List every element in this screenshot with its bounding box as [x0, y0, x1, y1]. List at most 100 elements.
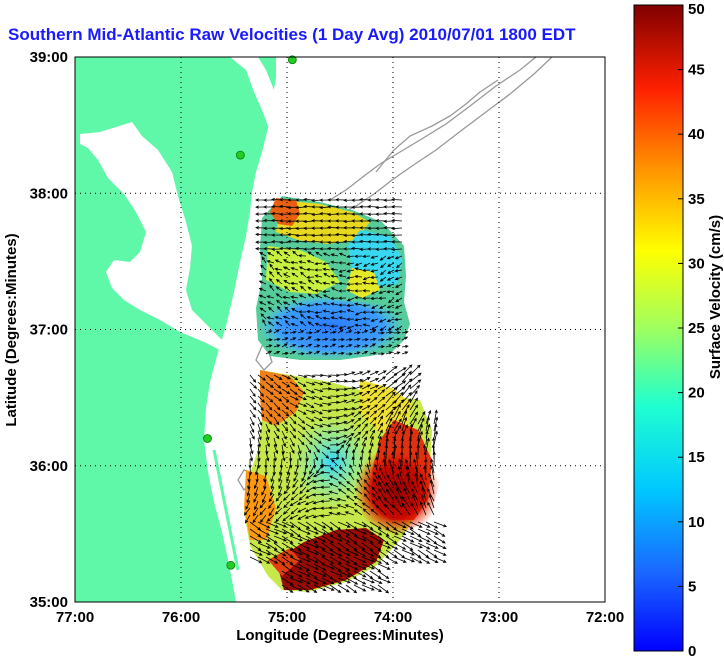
velocity-arrow — [249, 395, 257, 404]
velocity-arrow — [275, 293, 283, 299]
velocity-arrow — [273, 451, 277, 462]
velocity-arrow — [303, 211, 315, 216]
velocity-arrow — [321, 451, 330, 459]
velocity-arrow — [281, 337, 289, 341]
velocity-arrow — [393, 542, 407, 550]
velocity-arrow — [329, 379, 340, 383]
velocity-arrow — [369, 423, 376, 432]
velocity-arrow — [367, 204, 379, 209]
velocity-arrow — [377, 338, 385, 342]
velocity-arrow — [292, 299, 299, 306]
velocity-arrow — [257, 542, 271, 549]
velocity-arrow — [433, 423, 438, 439]
velocity-arrow — [291, 486, 299, 495]
velocity-arrow — [305, 381, 316, 386]
velocity-arrow — [345, 419, 355, 425]
plot-frame — [74, 56, 606, 603]
velocity-arrow — [417, 556, 431, 564]
velocity-arrow — [409, 372, 422, 383]
velocity-arrow — [297, 542, 311, 550]
velocity-arrow — [361, 330, 369, 334]
velocity-arrow — [433, 549, 447, 556]
velocity-arrow — [297, 409, 307, 415]
velocity-arrow — [312, 479, 323, 484]
velocity-arrow — [258, 280, 267, 285]
velocity-arrow — [396, 262, 403, 269]
colorbar-tick-label: 45 — [688, 62, 705, 79]
velocity-arrow — [353, 417, 362, 425]
velocity-arrow — [305, 395, 316, 400]
velocity-arrow — [277, 305, 283, 313]
velocity-arrow — [265, 374, 274, 382]
velocity-arrow — [385, 330, 393, 335]
velocity-arrow — [409, 542, 423, 549]
velocity-arrow — [276, 299, 283, 306]
velocity-arrow — [246, 493, 251, 504]
velocity-arrow — [265, 528, 279, 535]
velocity-arrow — [353, 344, 361, 348]
velocity-arrow — [329, 343, 337, 348]
velocity-arrow — [385, 417, 393, 432]
velocity-arrow — [258, 294, 267, 299]
velocity-arrow — [414, 451, 419, 467]
velocity-arrow — [298, 310, 307, 314]
velocity-arrow — [377, 570, 390, 580]
velocity-arrow — [391, 212, 403, 216]
velocity-arrow — [353, 423, 362, 432]
velocity-arrow — [362, 254, 371, 258]
velocity-arrow — [297, 549, 311, 557]
velocity-arrow — [353, 502, 363, 509]
velocity-arrow — [245, 500, 251, 510]
velocity-arrow — [329, 584, 342, 594]
velocity-arrow — [362, 508, 371, 516]
velocity-arrow — [267, 321, 275, 327]
velocity-arrow — [349, 464, 355, 474]
velocity-arrow — [354, 262, 363, 267]
map-title: Southern Mid-Atlantic Raw Velocities (1 … — [8, 25, 576, 44]
velocity-arrow — [409, 384, 420, 397]
velocity-arrow — [307, 279, 315, 285]
velocity-arrow — [330, 302, 339, 306]
velocity-arrow — [281, 584, 294, 593]
velocity-arrow — [380, 325, 387, 332]
velocity-arrow — [379, 304, 387, 309]
velocity-arrow — [265, 388, 274, 396]
velocity-arrow — [266, 514, 275, 522]
velocity-arrow — [273, 337, 281, 342]
velocity-arrow — [328, 497, 339, 502]
velocity-arrow — [292, 479, 299, 489]
velocity-arrow — [353, 556, 367, 563]
velocity-arrow — [314, 310, 323, 315]
velocity-arrow — [432, 437, 436, 453]
velocity-arrow — [306, 267, 315, 272]
velocity-arrow — [425, 528, 439, 535]
velocity-arrow — [353, 563, 367, 570]
velocity-arrow — [297, 416, 306, 424]
velocity-arrow — [289, 409, 297, 418]
velocity-arrow — [401, 556, 416, 563]
velocity-arrow — [353, 509, 363, 516]
velocity-arrow — [414, 472, 419, 488]
velocity-arrow — [383, 451, 387, 467]
velocity-arrow — [246, 486, 251, 497]
velocity-arrow — [377, 409, 385, 418]
velocity-arrows — [243, 197, 448, 594]
velocity-arrow — [315, 251, 323, 257]
velocity-arrow — [329, 528, 342, 537]
velocity-arrow — [330, 281, 339, 285]
latitude-tick-label: 37:00 — [30, 322, 68, 339]
velocity-arrow — [369, 396, 378, 404]
velocity-arrow — [298, 281, 307, 285]
velocity-arrow — [379, 255, 387, 261]
velocity-arrow — [379, 466, 387, 481]
colorbar-tick-label: 15 — [688, 449, 705, 466]
velocity-arrow — [421, 486, 427, 502]
velocity-arrow — [300, 313, 307, 320]
velocity-arrow — [351, 456, 355, 467]
velocity-arrow — [386, 474, 395, 488]
velocity-arrow — [370, 262, 379, 266]
velocity-arrow — [385, 351, 393, 355]
longitude-tick-label: 74:00 — [374, 609, 412, 626]
velocity-arrow — [432, 451, 436, 467]
velocity-arrow — [328, 490, 339, 495]
